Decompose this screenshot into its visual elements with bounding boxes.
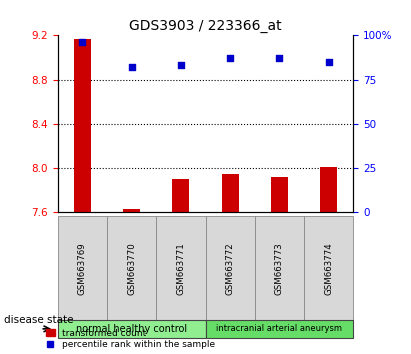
Point [276, 56, 283, 61]
Bar [320, 167, 337, 212]
Text: GSM663772: GSM663772 [226, 242, 235, 296]
Bar [74, 39, 91, 212]
Point [178, 63, 184, 68]
Bar [222, 174, 239, 212]
Text: GSM663773: GSM663773 [275, 242, 284, 296]
Bar [271, 177, 288, 212]
Point [128, 64, 135, 70]
Point [326, 59, 332, 65]
Bar [123, 209, 140, 212]
Text: normal healthy control: normal healthy control [76, 324, 187, 334]
Text: GSM663770: GSM663770 [127, 242, 136, 296]
Text: GDS3903 / 223366_at: GDS3903 / 223366_at [129, 19, 282, 34]
Point [79, 40, 85, 45]
Text: GSM663774: GSM663774 [324, 242, 333, 296]
Text: GSM663771: GSM663771 [176, 242, 185, 296]
Legend: transformed count, percentile rank within the sample: transformed count, percentile rank withi… [46, 329, 215, 349]
Text: GSM663769: GSM663769 [78, 243, 87, 295]
Text: disease state: disease state [4, 315, 74, 325]
Bar [172, 179, 189, 212]
Text: intracranial arterial aneurysm: intracranial arterial aneurysm [217, 324, 342, 333]
Point [227, 56, 233, 61]
